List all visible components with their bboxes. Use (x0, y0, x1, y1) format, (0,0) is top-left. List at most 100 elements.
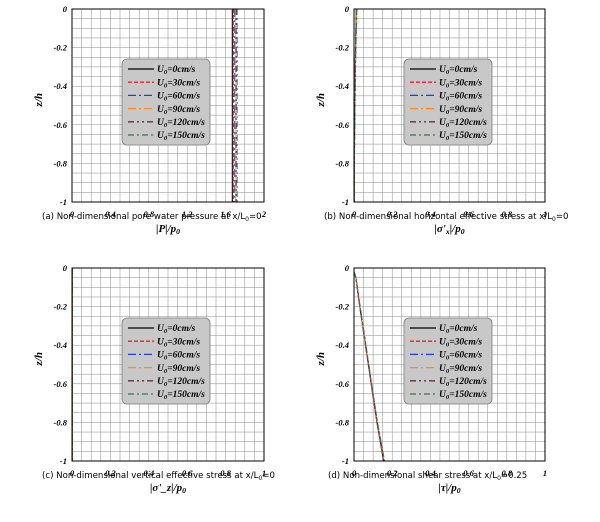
y-tick-label: 0 (345, 263, 350, 273)
x-tick-label: 0.4 (425, 209, 436, 219)
panel-caption: (b) Non-dimensional horizontal effective… (324, 212, 569, 223)
legend-label: U0=120cm/s (157, 377, 205, 388)
legend-label: U0=120cm/s (439, 118, 487, 129)
chart-panel-b: 0 0.2 0.4 0.6 0.8 1 0 -0.2 -0.4 -0.6 -0.8 -1 |σ'x|/p… (315, 4, 569, 236)
y-tick-label: -1 (342, 197, 349, 207)
y-tick-label: -1 (342, 456, 349, 466)
legend-label: U0=150cm/s (439, 390, 487, 401)
legend-label: U0=90cm/s (157, 364, 200, 375)
legend-label: U0=150cm/s (439, 131, 487, 142)
panel-caption: (c) Non-dimensional vertical effective s… (42, 471, 275, 482)
series-line-5 (353, 8, 358, 203)
panel-caption: (d) Non-dimensional shear stress at x/L0… (328, 471, 527, 482)
x-axis-label: |σ'x|/p0 (434, 223, 464, 236)
x-tick-label: 0 (352, 209, 357, 219)
legend-label: U0=60cm/s (157, 351, 200, 362)
x-tick-label: 0.8 (220, 468, 231, 478)
y-tick-label: -0.8 (336, 417, 350, 427)
legend-box (403, 58, 493, 146)
y-tick-label: -0.6 (54, 120, 68, 130)
legend-label: U0=30cm/s (157, 337, 200, 348)
panel-caption: (a) Non-dimensional pore water pressure … (42, 212, 262, 223)
y-tick-label: -0.8 (54, 158, 68, 168)
x-tick-label: 0.4 (143, 468, 154, 478)
plot-frame (353, 267, 546, 462)
y-tick-label: -0.4 (54, 81, 67, 91)
series-line-4 (353, 271, 385, 462)
x-tick-label: 0.8 (501, 209, 512, 219)
plot-frame (353, 8, 546, 203)
legend-label: U0=60cm/s (439, 92, 482, 103)
plot-frame (71, 8, 265, 203)
x-tick-label: 0.8 (501, 468, 512, 478)
legend-label: U0=60cm/s (157, 92, 200, 103)
legend-label: U0=90cm/s (157, 105, 200, 116)
y-tick-label: -0.4 (54, 340, 67, 350)
legend-label: U0=120cm/s (439, 377, 487, 388)
x-tick-label: 1 (543, 468, 547, 478)
y-tick-label: -0.4 (336, 81, 349, 91)
legend: U0=0cm/s U0=30cm/s U0=60cm/s U0=90cm/s U0=12… (121, 58, 211, 146)
legend-label: U0=0cm/s (157, 324, 196, 335)
legend-label: U0=0cm/s (157, 65, 196, 76)
x-tick-label: 0.2 (105, 468, 116, 478)
y-tick-label: -1 (60, 197, 67, 207)
x-tick-label: 0.6 (463, 468, 474, 478)
x-tick-label: 0.2 (387, 468, 398, 478)
y-tick-label: -0.2 (54, 43, 68, 53)
x-tick-label: 0 (70, 468, 75, 478)
chart-panel-d: 0 0.2 0.4 0.6 0.8 1 0 -0.2 -0.4 -0.6 -0.8 -1 |τ|/p0 z… (315, 263, 547, 495)
series-line-3 (353, 271, 385, 462)
y-tick-label: -0.4 (336, 340, 349, 350)
legend-label: U0=90cm/s (439, 105, 482, 116)
legend-label: U0=30cm/s (439, 78, 482, 89)
legend: U0=0cm/s U0=30cm/s U0=60cm/s U0=90cm/s U0=12… (403, 58, 493, 146)
legend-label: U0=30cm/s (157, 78, 200, 89)
x-tick-label: 0.6 (182, 468, 193, 478)
legend-label: U0=120cm/s (157, 118, 205, 129)
x-axis-label: |τ|/p0 (438, 482, 460, 495)
legend-box (121, 317, 211, 405)
y-tick-label: 0 (345, 4, 350, 14)
x-tick-label: 0.4 (425, 468, 436, 478)
y-axis-label: z/h (33, 352, 45, 366)
legend-label: U0=0cm/s (439, 324, 478, 335)
legend-label: U0=90cm/s (439, 364, 482, 375)
x-tick-label: 1.2 (182, 209, 193, 219)
series-line-4 (353, 8, 358, 203)
y-tick-label: -0.8 (54, 417, 68, 427)
y-tick-label: -0.6 (336, 120, 350, 130)
y-tick-label: -0.8 (336, 158, 350, 168)
x-tick-label: 0 (352, 468, 357, 478)
y-tick-label: -0.2 (336, 302, 350, 312)
x-tick-label: 0.6 (463, 209, 474, 219)
plot-frame (71, 267, 265, 462)
y-axis-label: z/h (315, 93, 327, 107)
y-tick-label: -0.6 (336, 379, 350, 389)
x-tick-label: 1 (262, 468, 266, 478)
legend: U0=0cm/s U0=30cm/s U0=60cm/s U0=90cm/s U0=12… (121, 317, 211, 405)
y-axis-label: z/h (315, 352, 327, 366)
x-tick-label: 0.8 (143, 209, 154, 219)
x-tick-label: 0 (70, 209, 75, 219)
y-tick-label: 0 (63, 263, 68, 273)
y-tick-label: -1 (60, 456, 67, 466)
chart-panel-c: 0 0.2 0.4 0.6 0.8 1 0 -0.2 -0.4 -0.6 -0.8 -1 |σ'_z|/… (33, 263, 275, 495)
y-axis-label: z/h (33, 93, 45, 107)
legend-label: U0=30cm/s (439, 337, 482, 348)
legend-box (121, 58, 211, 146)
x-tick-label: 1 (543, 209, 547, 219)
x-tick-label: 0.4 (105, 209, 116, 219)
legend-label: U0=150cm/s (157, 390, 205, 401)
y-tick-label: -0.2 (54, 302, 68, 312)
series-line-5 (353, 271, 386, 462)
x-tick-label: 2 (261, 209, 267, 219)
legend-label: U0=60cm/s (439, 351, 482, 362)
y-tick-label: 0 (63, 4, 68, 14)
x-tick-label: 1.6 (220, 209, 231, 219)
chart-panel-a: 0 0.4 0.8 1.2 1.6 2 0 -0.2 -0.4 -0.6 -0.8 -1 |P|/p0 z… (33, 4, 267, 236)
y-tick-label: -0.2 (336, 43, 350, 53)
legend-label: U0=0cm/s (439, 65, 478, 76)
y-tick-label: -0.6 (54, 379, 68, 389)
